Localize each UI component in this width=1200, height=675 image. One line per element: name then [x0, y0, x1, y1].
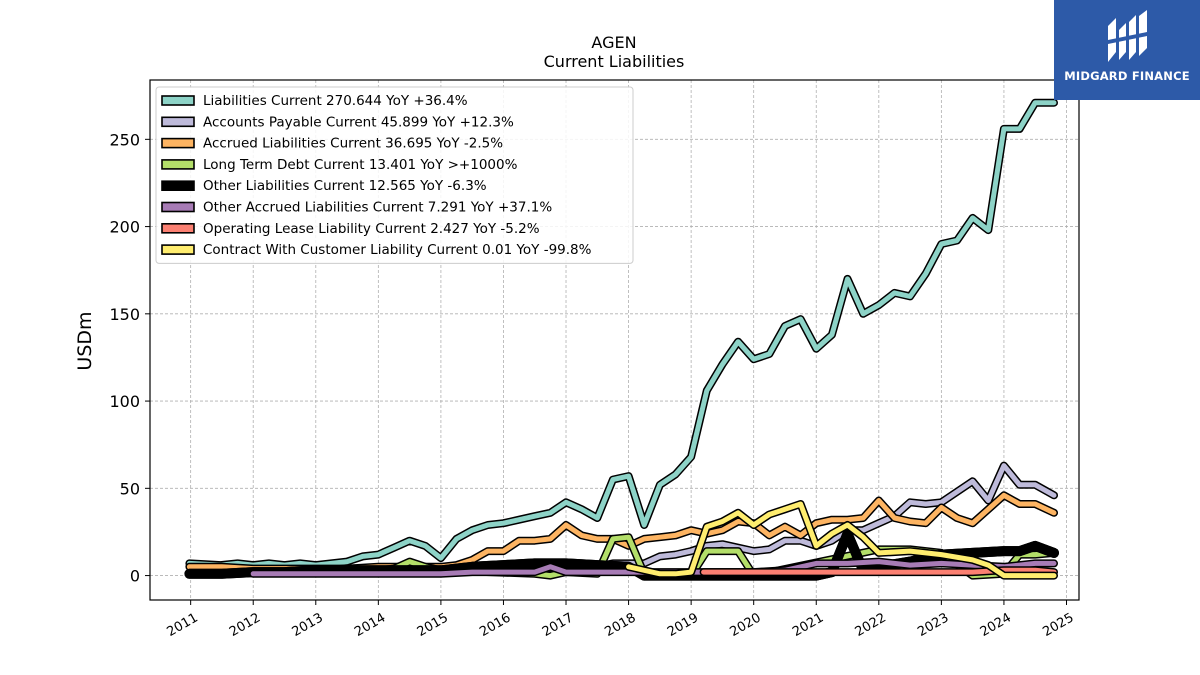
chart-subtitle: Current Liabilities — [544, 52, 685, 71]
y-tick-label: 150 — [109, 305, 140, 324]
x-tick-label: 2019 — [665, 610, 701, 640]
legend-entry: Other Accrued Liabilities Current 7.291 … — [203, 200, 552, 216]
x-tick-label: 2023 — [915, 610, 951, 640]
y-tick-label: 100 — [109, 392, 140, 411]
legend-swatch — [161, 116, 195, 128]
x-tick-label: 2013 — [290, 610, 326, 640]
chart-title: AGEN — [591, 33, 636, 52]
y-tick-label: 200 — [109, 218, 140, 237]
x-tick-label: 2020 — [728, 610, 764, 640]
x-tick-label: 2014 — [352, 610, 388, 640]
series-lines — [184, 98, 1059, 581]
legend-swatch — [161, 223, 195, 234]
legend-swatch — [161, 159, 195, 170]
series-line-1 — [186, 100, 1057, 568]
brand-name: MIDGARD FINANCE — [1064, 69, 1190, 83]
series-line-8 — [626, 501, 1057, 579]
x-tick-label: 2017 — [540, 610, 576, 640]
legend-entry: Liabilities Current 270.644 YoY +36.4% — [203, 93, 468, 109]
plot-frame — [149, 79, 1080, 601]
x-tick-label: 2022 — [853, 610, 889, 640]
y-axis-label: USDm — [74, 311, 96, 370]
legend-swatch — [161, 244, 195, 255]
y-tick-label: 250 — [109, 130, 140, 149]
x-tick-label: 2018 — [602, 610, 638, 640]
legend-swatch — [161, 137, 195, 149]
legend-entry: Accounts Payable Current 45.899 YoY +12.… — [203, 114, 514, 130]
series-line-2 — [501, 463, 1057, 573]
legend-entry: Other Liabilities Current 12.565 YoY -6.… — [203, 178, 487, 194]
legend-entry: Accrued Liabilities Current 36.695 YoY -… — [203, 136, 503, 152]
x-tick-label: 2015 — [415, 610, 451, 640]
brand-banner: MIDGARD FINANCE — [1054, 0, 1200, 100]
legend-entry: Contract With Customer Liability Current… — [203, 242, 592, 258]
legend-box — [155, 86, 634, 264]
x-tick-label: 2021 — [790, 610, 826, 640]
legend-swatch — [161, 201, 195, 213]
series-line-7 — [701, 567, 1057, 575]
x-tick-label: 2012 — [227, 610, 263, 640]
x-tick-label: 2011 — [165, 610, 201, 640]
midgard-logo-icon — [1108, 10, 1147, 62]
x-tick-label: 2016 — [477, 610, 513, 640]
y-tick-label: 50 — [120, 479, 140, 498]
legend-entry: Operating Lease Liability Current 2.427 … — [203, 221, 540, 237]
x-tick-label: 2024 — [978, 610, 1014, 640]
y-tick-label: 0 — [130, 567, 140, 586]
legend-entry: Long Term Debt Current 13.401 YoY >+1000… — [203, 157, 518, 173]
legend-swatch — [161, 95, 195, 106]
legend: Liabilities Current 270.644 YoY +36.4% Ac… — [155, 86, 634, 264]
legend-swatch — [161, 180, 195, 191]
x-tick-label: 2025 — [1040, 610, 1076, 640]
